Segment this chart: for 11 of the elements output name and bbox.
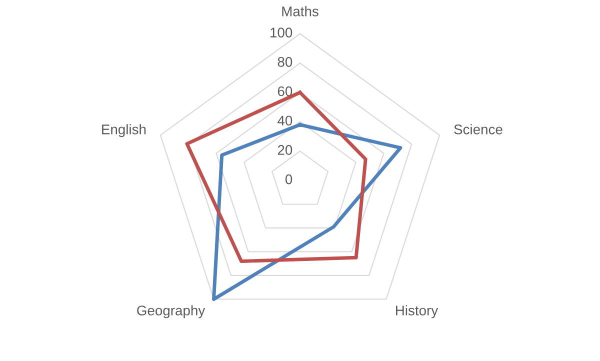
y-tick-label: 0 — [285, 174, 292, 184]
y-tick-label: 80 — [278, 56, 292, 67]
spoke-label: English — [102, 124, 146, 138]
y-tick-label: 60 — [278, 86, 292, 96]
y-tick-label: 100 — [270, 28, 292, 38]
spoke-label: History — [396, 305, 438, 318]
y-tick-label: 40 — [278, 116, 292, 126]
spoke-label: Maths — [282, 6, 318, 16]
spoke-label: Geography — [137, 305, 206, 318]
y-tick-label: 20 — [278, 145, 292, 155]
spoke-label: Science — [454, 124, 502, 134]
